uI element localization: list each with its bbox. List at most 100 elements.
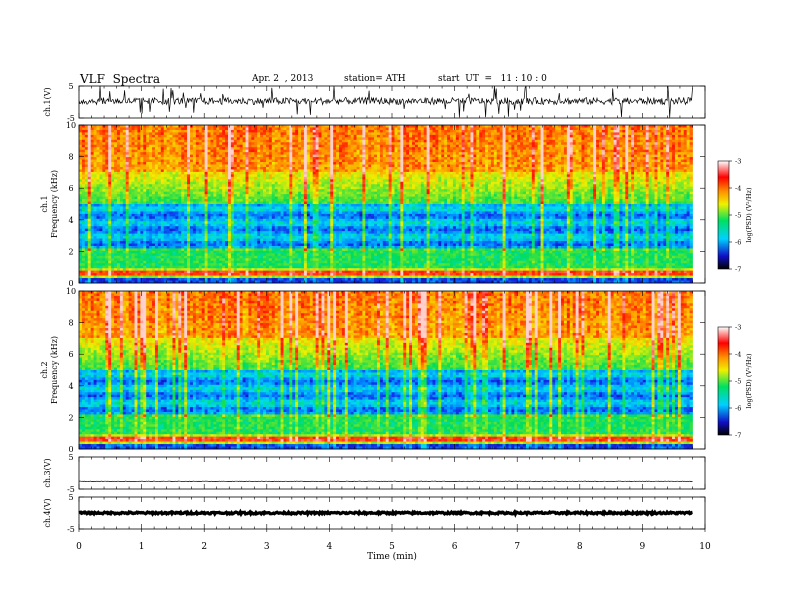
ch1-psd-cell	[470, 166, 474, 170]
ch1-psd-cell	[438, 144, 442, 148]
ch1-psd-cell	[301, 125, 305, 128]
ch1-psd-cell	[333, 147, 337, 151]
ch1-psd-cell	[207, 125, 211, 128]
ch1-psd-cell	[578, 139, 582, 143]
ch1-psd-cell	[636, 171, 641, 175]
ch1-psd-cell	[464, 162, 468, 165]
ch1-psd-cell	[116, 169, 121, 173]
ch1-psd-cell	[295, 144, 299, 148]
ch1-psd-cell	[476, 129, 480, 133]
ch1-psd-cell	[87, 142, 92, 146]
ch1-psd-cell	[426, 129, 430, 133]
ch1-psd-cell	[181, 132, 185, 136]
ch1-psd-cell	[222, 159, 226, 163]
ch1-psd-cell	[192, 144, 197, 148]
ch1-psd-cell	[251, 137, 255, 141]
ch1-psd-cell	[639, 171, 644, 175]
ch1-psd-cell	[368, 125, 372, 128]
ch1-psd-cell	[464, 169, 468, 173]
ch1-psd-cell	[523, 139, 527, 143]
ch1-psd-cell	[79, 162, 83, 165]
ch1-psd-cell	[96, 149, 100, 153]
ch1-psd-cell	[476, 125, 480, 128]
ch1-psd-cell	[350, 171, 354, 175]
ch1-psd-cell	[137, 139, 141, 143]
ch1-psd-cell	[79, 139, 83, 143]
ch1-psd-cell	[660, 129, 664, 133]
ch1-psd-cell	[490, 181, 495, 185]
ch1-psd-cell	[239, 159, 243, 163]
ch1-psd-cell	[382, 134, 387, 138]
ch1-psd-cell	[222, 144, 226, 148]
ch1-psd-cell	[429, 144, 433, 148]
ch1-psd-cell	[400, 142, 404, 146]
ch1-psd-cell	[152, 162, 156, 165]
ch1-psd-cell	[102, 171, 106, 175]
ch1-psd-cell	[292, 157, 296, 160]
ch1-psd-cell	[563, 147, 568, 151]
ch1-psd-cell	[525, 176, 530, 180]
ch1-psd-cell	[152, 129, 156, 133]
ch1-psd-cell	[599, 157, 603, 160]
ch1-psd-cell	[525, 169, 530, 173]
ch1-psd-cell	[464, 157, 468, 160]
ch1-psd-cell	[636, 137, 641, 141]
ch1-psd-cell	[292, 132, 296, 136]
ch1-psd-cell	[452, 147, 457, 151]
ch1-psd-cell	[651, 164, 655, 168]
ch1-psd-cell	[648, 154, 652, 158]
ch1-psd-cell	[628, 137, 632, 141]
ch1-psd-cell	[625, 127, 629, 131]
ch1-psd-cell	[531, 181, 536, 185]
ch1-psd-cell	[593, 144, 597, 148]
ch1-psd-cell	[452, 176, 457, 180]
ch1-psd-cell	[417, 125, 422, 128]
ch1-psd-cell	[245, 142, 249, 146]
ch1-psd-cell	[525, 139, 530, 143]
ch1-psd-cell	[216, 132, 220, 136]
ch1-psd-cell	[116, 179, 121, 183]
ch1-psd-cell	[455, 134, 460, 138]
ch1-psd-cell	[260, 137, 264, 141]
ch1-psd-cell	[496, 164, 501, 168]
ch1-psd-cell	[461, 142, 466, 146]
ch1-psd-cell	[198, 174, 203, 178]
ch1-psd-cell	[461, 169, 466, 173]
ch1-psd-cell	[625, 129, 629, 133]
ch1-psd-cell	[233, 134, 238, 138]
ch1-psd-cell	[303, 152, 308, 156]
ch1-psd-cell	[192, 179, 197, 183]
ch1-psd-cell	[447, 152, 451, 156]
ch1-psd-cell	[645, 144, 650, 148]
ch1-psd-cell	[318, 179, 322, 183]
ch1-psd-cell	[563, 157, 568, 160]
ch1-psd-cell	[642, 127, 647, 131]
ch1-psd-cell	[400, 152, 404, 156]
ch1-psd-cell	[634, 154, 638, 158]
ch1-psd-cell	[622, 176, 626, 180]
ch1-psd-cell	[260, 127, 264, 131]
ch1-psd-cell	[152, 171, 156, 175]
ch1-psd-cell	[195, 132, 200, 136]
ch1-psd-cell	[225, 176, 229, 180]
ch1-psd-cell	[493, 144, 498, 148]
ch1-psd-cell	[420, 142, 425, 146]
ch1-psd-cell	[432, 139, 436, 143]
ch1-psd-cell	[680, 142, 685, 146]
ch1-psd-cell	[210, 152, 214, 156]
ch1-psd-cell	[236, 144, 241, 148]
ch1-psd-cell	[239, 137, 243, 141]
ch1-psd-cell	[245, 134, 249, 138]
ch1-psd-cell	[207, 147, 211, 151]
ch1-psd-cell	[531, 125, 536, 128]
ch1-psd-cell	[374, 171, 378, 175]
ch1-psd-cell	[374, 176, 378, 180]
ch1-psd-cell	[642, 166, 647, 170]
ch1-psd-cell	[81, 129, 86, 133]
ch1-psd-cell	[508, 157, 512, 160]
ch1-psd-cell	[666, 169, 670, 173]
ch1-psd-cell	[563, 171, 568, 175]
ch1-psd-cell	[265, 162, 270, 165]
ch1-psd-cell	[181, 147, 185, 151]
ch1-psd-cell	[420, 162, 425, 165]
